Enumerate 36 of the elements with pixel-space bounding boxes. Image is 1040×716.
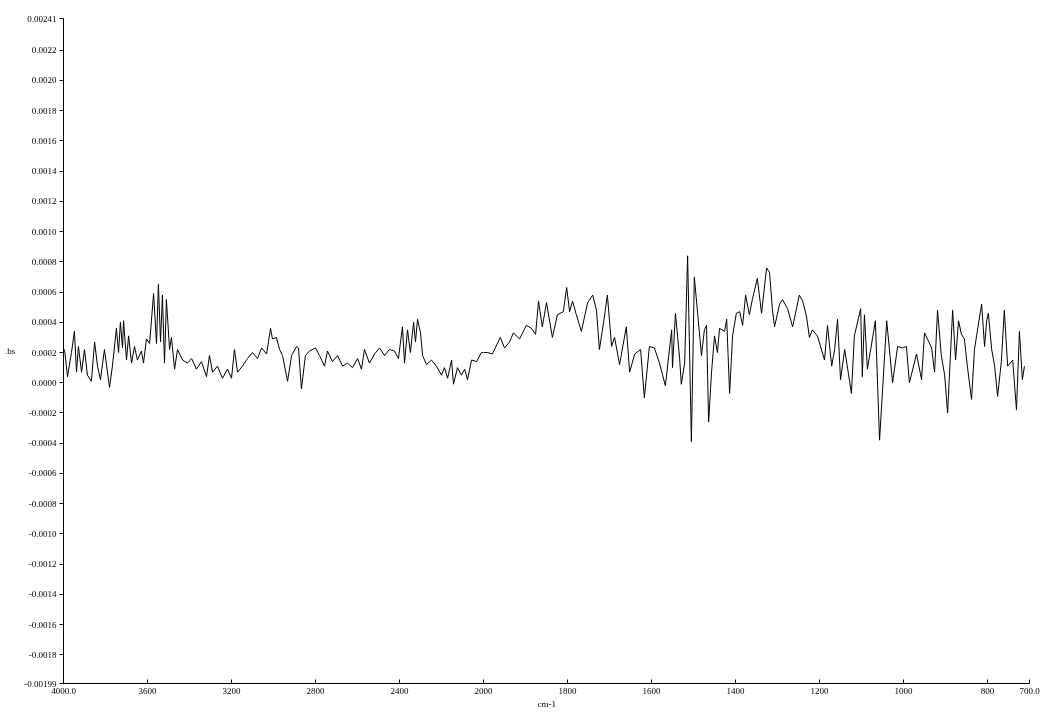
x-tick-label: 800: [980, 685, 995, 696]
y-tick-label: -0.0012: [28, 559, 57, 570]
y-tick-label: 0.0012: [31, 196, 57, 207]
y-tick-label: 0.0008: [31, 256, 57, 267]
x-tick-label: 3600: [138, 685, 157, 696]
y-tick-label: -0.0004: [28, 438, 57, 449]
x-tick-label: 2400: [390, 685, 409, 696]
x-tick-label: 2800: [306, 685, 325, 696]
y-tick-label: 0.0000: [31, 377, 57, 388]
y-tick-label: 0.0002: [31, 347, 57, 358]
x-tick-label: 1000: [894, 685, 913, 696]
y-tick-label: -0.0002: [28, 407, 57, 418]
y-tick-label: 0.0016: [31, 135, 57, 146]
x-tick-label: 1800: [558, 685, 577, 696]
y-tick-label: -0.0016: [28, 619, 57, 630]
y-tick-label: 0.0014: [31, 166, 57, 177]
y-tick-label: -0.0008: [28, 498, 57, 509]
x-axis-title: cm-1: [537, 698, 556, 709]
y-tick-label: 0.0006: [31, 287, 57, 298]
x-tick-label: 1600: [642, 685, 661, 696]
y-tick-label: -0.0014: [28, 589, 57, 600]
y-tick-label: 0.00241: [27, 13, 57, 24]
y-axis-title: .bs: [5, 346, 16, 356]
y-tick-label: 0.0018: [31, 105, 57, 116]
y-tick-label: 0.0022: [31, 45, 57, 56]
x-tick-label: 2000: [474, 685, 493, 696]
x-tick-label: 1200: [810, 685, 829, 696]
y-tick-label: 0.0004: [31, 317, 57, 328]
y-tick-label: -0.0006: [28, 468, 57, 479]
y-tick-label: 0.0010: [31, 226, 57, 237]
x-tick-label: 3200: [222, 685, 241, 696]
x-tick-label: 700.0: [1019, 685, 1040, 696]
x-tick-label: 1400: [726, 685, 745, 696]
y-tick-label: -0.0018: [28, 649, 57, 660]
y-tick-label: -0.0010: [28, 528, 57, 539]
y-tick-label: 0.0020: [31, 75, 57, 86]
